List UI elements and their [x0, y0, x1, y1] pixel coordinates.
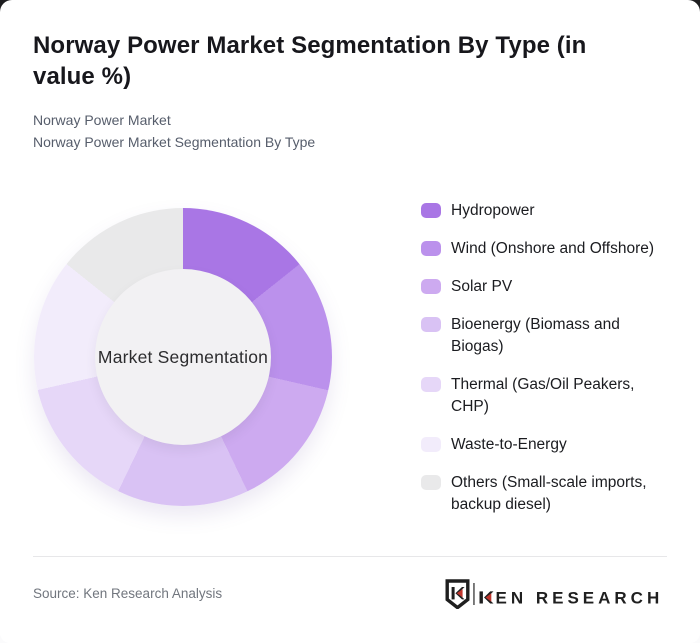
legend-swatch — [421, 279, 441, 294]
legend-swatch — [421, 317, 441, 332]
subtitle-line-2: Norway Power Market Segmentation By Type — [33, 133, 316, 150]
footer-divider — [33, 556, 667, 557]
page-subtitle: Norway Power Market Norway Power Market … — [33, 110, 653, 153]
legend-label: Others (Small-scale imports, backup dies… — [451, 474, 647, 513]
legend-label: Wind (Onshore and Offshore) — [451, 240, 655, 257]
legend-label: Waste-to-Energy — [451, 436, 567, 453]
logo-k-glyph — [479, 591, 494, 604]
subtitle-line-1: Norway Power Market — [33, 112, 171, 128]
donut-center-label: Market Segmentation — [97, 346, 269, 367]
legend-item: Bioenergy (Biomass and Biogas) — [421, 314, 675, 358]
legend-label: Thermal (Gas/Oil Peakers, CHP) — [451, 376, 635, 415]
legend-swatch — [421, 377, 441, 392]
donut-hole: Market Segmentation — [95, 269, 271, 445]
legend-item: Wind (Onshore and Offshore) — [421, 238, 675, 260]
source-note: Source: Ken Research Analysis — [33, 586, 223, 601]
logo-wordmark: EN RESEARCH — [496, 589, 664, 608]
ken-research-shield-icon — [445, 579, 470, 609]
legend-label: Hydropower — [451, 202, 535, 219]
legend-swatch — [421, 203, 441, 218]
donut-chart-area: Market Segmentation — [34, 208, 332, 506]
legend-label: Solar PV — [451, 278, 513, 295]
legend-item: Thermal (Gas/Oil Peakers, CHP) — [421, 374, 675, 418]
legend-item: Hydropower — [421, 200, 675, 222]
legend-swatch — [421, 437, 441, 452]
legend-swatch — [421, 475, 441, 490]
chart-legend: Hydropower Wind (Onshore and Offshore) Sol… — [421, 200, 675, 516]
legend-label: Bioenergy (Biomass and Biogas) — [451, 316, 620, 355]
legend-item: Waste-to-Energy — [421, 434, 675, 456]
legend-swatch — [421, 241, 441, 256]
logo-separator — [473, 583, 475, 605]
legend-item: Solar PV — [421, 276, 675, 298]
page-title: Norway Power Market Segmentation By Type… — [33, 32, 587, 90]
ken-research-logo: EN RESEARCH — [445, 579, 664, 609]
legend-item: Others (Small-scale imports, backup dies… — [421, 472, 675, 516]
